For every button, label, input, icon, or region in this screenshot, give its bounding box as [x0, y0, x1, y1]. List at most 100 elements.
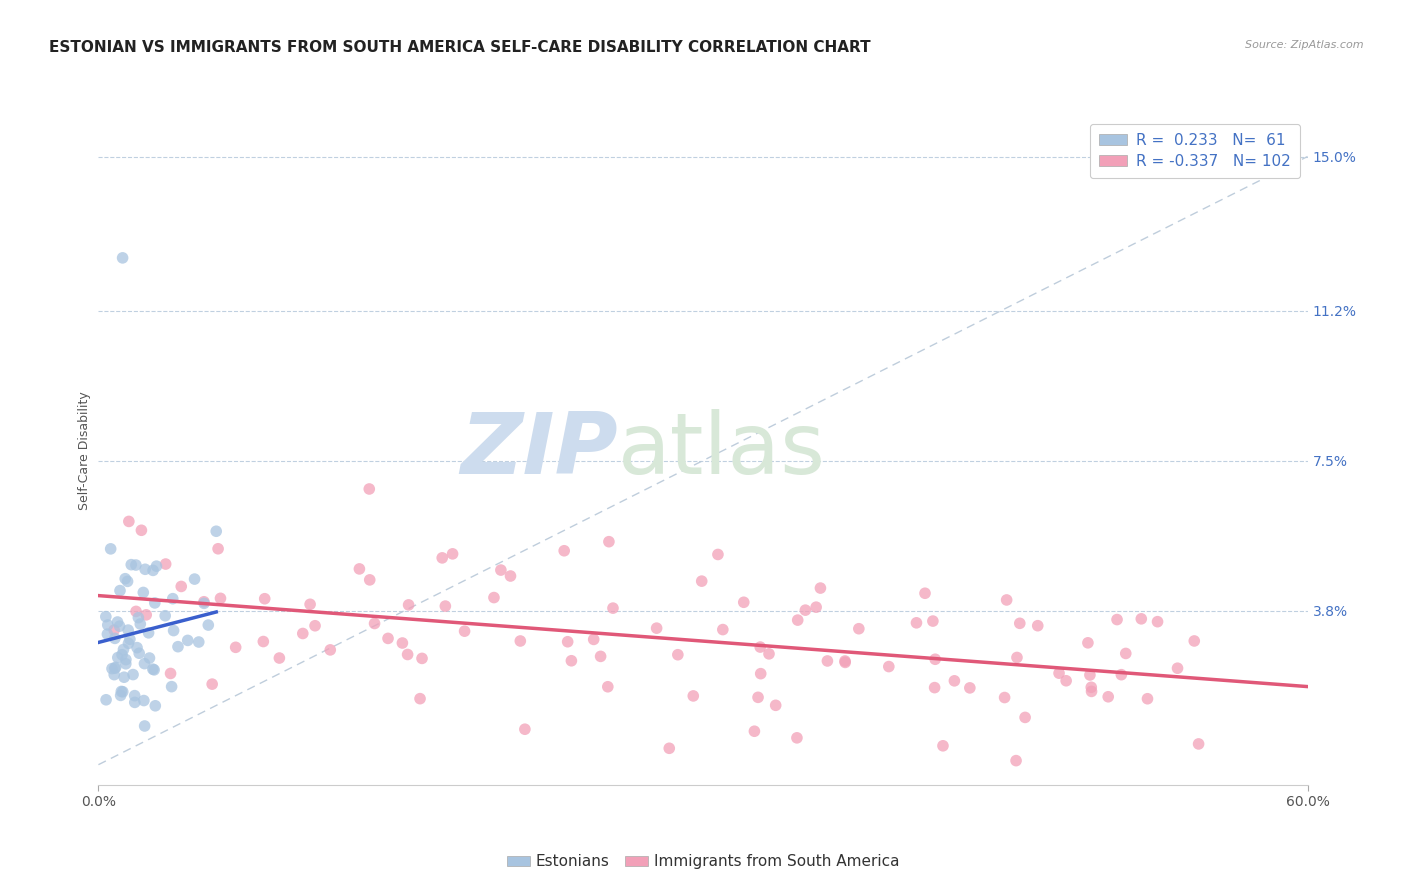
Legend: R =  0.233   N=  61, R = -0.337   N= 102: R = 0.233 N= 61, R = -0.337 N= 102 — [1090, 124, 1301, 178]
Point — [834, 656, 856, 670]
Point — [1097, 690, 1119, 704]
Point — [104, 661, 127, 675]
Point — [499, 569, 522, 583]
Point — [145, 559, 167, 574]
Point — [1182, 634, 1205, 648]
Point — [994, 690, 1017, 705]
Point — [112, 670, 135, 684]
Point — [110, 689, 132, 703]
Point — [359, 573, 381, 587]
Point — [1187, 737, 1209, 751]
Point — [733, 595, 755, 609]
Point — [111, 251, 134, 265]
Point — [932, 739, 955, 753]
Point — [509, 634, 531, 648]
Point — [94, 609, 117, 624]
Point — [349, 562, 371, 576]
Point — [201, 677, 224, 691]
Point — [810, 581, 832, 595]
Point — [159, 666, 181, 681]
Point — [786, 613, 808, 627]
Point — [160, 680, 183, 694]
Point — [115, 652, 138, 666]
Point — [253, 591, 276, 606]
Point — [193, 595, 215, 609]
Point — [177, 633, 200, 648]
Point — [125, 604, 148, 618]
Point — [118, 515, 141, 529]
Point — [749, 640, 772, 654]
Point — [645, 621, 668, 635]
Point — [96, 627, 118, 641]
Point — [1078, 668, 1101, 682]
Point — [117, 623, 139, 637]
Point — [596, 680, 619, 694]
Point — [1026, 618, 1049, 632]
Point — [111, 648, 134, 662]
Point — [409, 691, 432, 706]
Point — [557, 634, 579, 648]
Point — [122, 667, 145, 681]
Point — [209, 591, 232, 606]
Point — [117, 636, 139, 650]
Point — [107, 650, 129, 665]
Text: Source: ZipAtlas.com: Source: ZipAtlas.com — [1246, 40, 1364, 50]
Point — [104, 632, 127, 646]
Point — [1054, 673, 1077, 688]
Point — [658, 741, 681, 756]
Point — [441, 547, 464, 561]
Point — [162, 591, 184, 606]
Point — [193, 596, 215, 610]
Point — [132, 693, 155, 707]
Point — [1008, 616, 1031, 631]
Point — [170, 579, 193, 593]
Point — [432, 550, 454, 565]
Point — [205, 524, 228, 539]
Point — [108, 619, 131, 633]
Point — [125, 558, 148, 572]
Point — [100, 541, 122, 556]
Point — [1130, 612, 1153, 626]
Point — [138, 625, 160, 640]
Text: ZIP: ZIP — [461, 409, 619, 492]
Y-axis label: Self-Care Disability: Self-Care Disability — [79, 391, 91, 510]
Point — [747, 690, 769, 705]
Point — [924, 652, 946, 666]
Point — [1080, 684, 1102, 698]
Point — [125, 640, 148, 655]
Point — [111, 684, 134, 698]
Point — [103, 623, 125, 637]
Point — [794, 603, 817, 617]
Point — [995, 593, 1018, 607]
Point — [453, 624, 475, 639]
Point — [291, 626, 314, 640]
Point — [120, 558, 142, 572]
Point — [804, 600, 827, 615]
Legend: Estonians, Immigrants from South America: Estonians, Immigrants from South America — [501, 848, 905, 875]
Point — [101, 662, 124, 676]
Point — [225, 640, 247, 655]
Point — [108, 583, 131, 598]
Point — [877, 659, 900, 673]
Point — [690, 574, 713, 589]
Point — [1005, 650, 1028, 665]
Point — [269, 651, 291, 665]
Point — [1005, 754, 1028, 768]
Point — [1047, 666, 1070, 681]
Point — [1136, 691, 1159, 706]
Point — [553, 543, 575, 558]
Point — [112, 642, 135, 657]
Point — [143, 698, 166, 713]
Point — [398, 598, 420, 612]
Point — [1146, 615, 1168, 629]
Point — [114, 657, 136, 671]
Point — [97, 618, 120, 632]
Point — [602, 601, 624, 615]
Point — [131, 523, 153, 537]
Point — [924, 681, 946, 695]
Point — [183, 572, 205, 586]
Point — [252, 634, 274, 648]
Point — [1115, 647, 1137, 661]
Point — [786, 731, 808, 745]
Point — [299, 597, 322, 611]
